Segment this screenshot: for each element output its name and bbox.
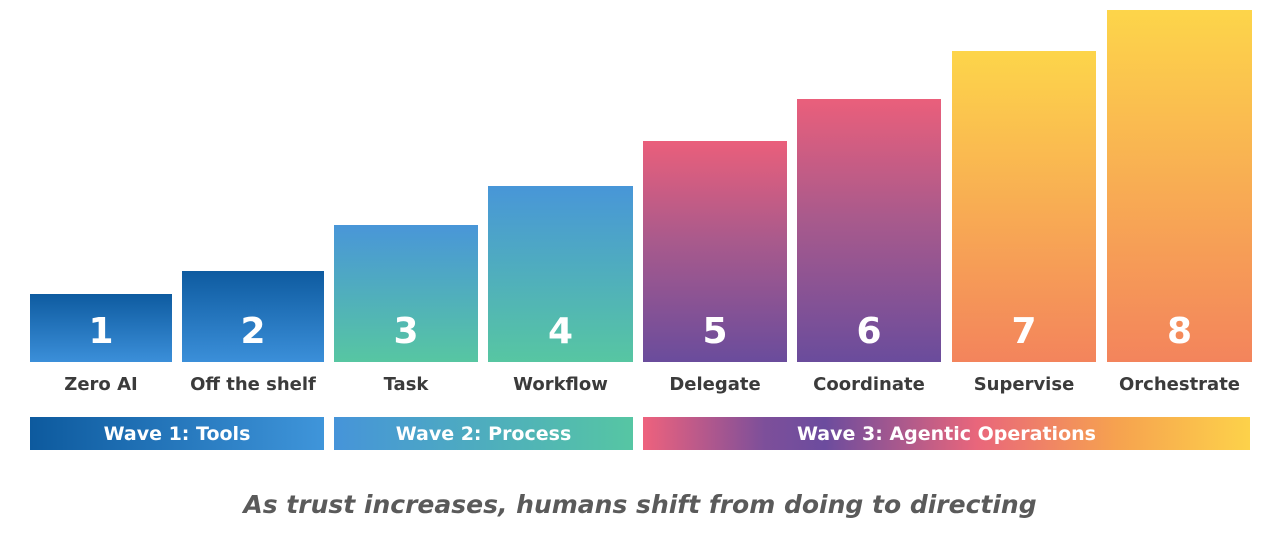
wave-3-label: Wave 3: Agentic Operations — [797, 422, 1096, 445]
step-bar-2: 2 — [182, 271, 324, 362]
wave-1-band: Wave 1: Tools — [30, 417, 324, 450]
step-bar-1: 1 — [30, 294, 172, 362]
step-number: 5 — [702, 311, 728, 352]
step-label-3: Task — [383, 374, 429, 395]
step-number: 3 — [393, 311, 419, 352]
step-number: 2 — [240, 311, 266, 352]
caption: As trust increases, humans shift from do… — [243, 490, 1037, 519]
step-label-7: Supervise — [973, 374, 1075, 395]
step-label-2: Off the shelf — [190, 374, 316, 395]
step-label-1: Zero AI — [64, 374, 138, 395]
step-bar-5: 5 — [643, 141, 787, 362]
wave-2-label: Wave 2: Process — [395, 422, 572, 445]
step-number: 1 — [88, 311, 114, 352]
step-number: 7 — [1011, 311, 1037, 352]
step-number: 4 — [547, 311, 574, 352]
step-bar-8: 8 — [1107, 10, 1252, 362]
step-number: 6 — [856, 311, 882, 352]
step-number: 8 — [1166, 311, 1193, 352]
step-label-5: Delegate — [669, 374, 761, 395]
step-bar-3: 3 — [334, 225, 478, 362]
wave-3-band: Wave 3: Agentic Operations — [643, 417, 1250, 450]
step-bar-4: 4 — [488, 186, 633, 362]
wave-2-band: Wave 2: Process — [334, 417, 633, 450]
wave-1-label: Wave 1: Tools — [103, 422, 251, 445]
step-label-8: Orchestrate — [1118, 374, 1241, 395]
step-label-4: Workflow — [513, 374, 608, 395]
step-label-6: Coordinate — [813, 374, 925, 395]
step-bar-6: 6 — [797, 99, 941, 362]
step-bar-7: 7 — [952, 51, 1096, 362]
